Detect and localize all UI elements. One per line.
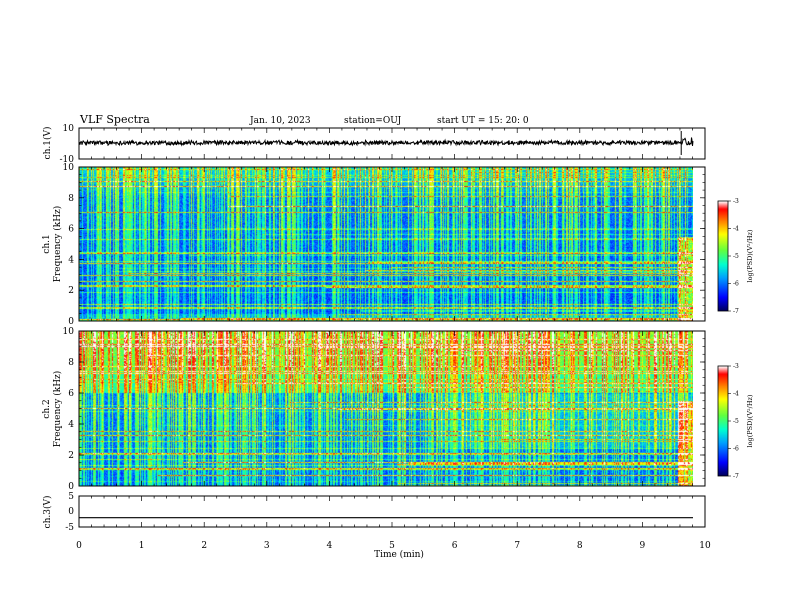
ch1-waveform-ylabel: ch.1(V) [42,127,53,160]
y-tick-label: 6 [68,225,74,235]
colorbar-tick-label: -7 [733,473,739,480]
ch1-ytick-bottom: -10 [60,155,75,165]
ch3-ytick-mid: 0 [68,507,74,517]
ch1-waveform-ticks [78,128,706,159]
x-tick-label: 0 [76,541,82,551]
colorbar-tick-label: -7 [733,308,739,315]
ch2-channel-label: ch.2 [42,399,52,418]
colorbar-tick-label: -6 [733,446,739,453]
x-tick-label: 3 [264,541,270,551]
x-tick-label: 9 [640,541,646,551]
ch1-spectrogram-ylabel: Frequency (kHz) [52,206,63,283]
x-tick-label: 8 [577,541,583,551]
ch1-ytick-top: 10 [63,124,75,134]
ch2-spectrogram-heatmap [79,331,693,486]
x-tick-label: 2 [201,541,207,551]
ch1-waveform-line [78,137,694,147]
y-tick-label: 10 [63,327,75,337]
ch3-ytick-top: 5 [68,492,74,502]
ch1-spectrogram-heatmap [79,167,693,321]
ch1-spectrogram-ticks [78,167,706,321]
ch1-colorbar: -3 -4 -5 -6 -7 log(PSD)(V²/Hz) [717,198,754,315]
ch1-colorbar-gradient [718,201,728,311]
ch3-waveform-ylabel: ch.3(V) [42,496,53,529]
ch2-spectrogram-yticks: 0 2 4 6 8 10 [63,327,705,492]
ch1-waveform-panel: 10 -10 ch.1(V) [42,124,706,165]
x-tick-label: 1 [139,541,145,551]
ch2-colorbar-label: log(PSD)(V²/Hz) [746,394,754,447]
y-tick-label: 10 [63,163,75,173]
colorbar-tick-label: -4 [733,226,739,233]
colorbar-tick-label: -5 [733,253,739,260]
x-tick-label: 4 [327,541,333,551]
ch1-colorbar-label: log(PSD)(V²/Hz) [746,229,754,282]
colorbar-tick-label: -3 [733,198,739,205]
y-tick-label: 4 [68,255,74,265]
ch3-waveform-ticks [78,496,706,527]
x-tick-label: 5 [389,541,395,551]
ch1-colorbar-ticks: -3 -4 -5 -6 -7 [728,198,739,315]
y-tick-label: 2 [68,451,74,461]
colorbar-tick-label: -6 [733,281,739,288]
y-tick-label: 0 [68,482,74,492]
ch3-waveform-frame [78,495,706,528]
ch2-spectrogram-panel: 0 2 4 6 8 10 ch.2 Frequency (kHz) [42,327,706,492]
x-axis-label: Time (min) [374,549,424,560]
ch3-ytick-bottom: -5 [65,523,74,533]
ch2-colorbar: -3 -4 -5 -6 -7 log(PSD)(V²/Hz) [717,363,754,480]
colorbar-tick-label: -3 [733,363,739,370]
x-tick-labels: 0 1 2 3 4 5 6 7 8 9 10 [76,541,711,551]
y-tick-label: 4 [68,420,74,430]
date-label: Jan. 10, 2023 [249,116,311,126]
colorbar-tick-label: -5 [733,418,739,425]
ch2-spectrogram-ticks [78,331,706,486]
x-tick-label: 7 [514,541,520,551]
y-tick-label: 6 [68,389,74,399]
ch2-colorbar-gradient [718,366,728,476]
ch3-waveform-panel: 5 0 -5 ch.3(V) [42,492,706,533]
ch1-spectrogram-panel: 0 2 4 6 8 10 ch.1 Frequency (kHz) [42,163,706,327]
y-tick-label: 8 [68,358,74,368]
y-tick-label: 2 [68,286,74,296]
x-tick-label: 10 [699,541,711,551]
ch1-spectrogram-yticks: 0 2 4 6 8 10 [63,163,705,327]
colorbar-tick-label: -4 [733,391,739,398]
figure-title: VLF Spectra [79,113,150,126]
ch2-colorbar-ticks: -3 -4 -5 -6 -7 [728,363,739,480]
x-tick-label: 6 [452,541,458,551]
ch2-spectrogram-ylabel: Frequency (kHz) [52,371,63,448]
station-label: station=OUJ [344,116,402,126]
y-tick-label: 8 [68,194,74,204]
y-tick-label: 0 [68,317,74,327]
start-time-label: start UT = 15: 20: 0 [437,116,529,126]
ch1-channel-label: ch.1 [42,234,52,253]
